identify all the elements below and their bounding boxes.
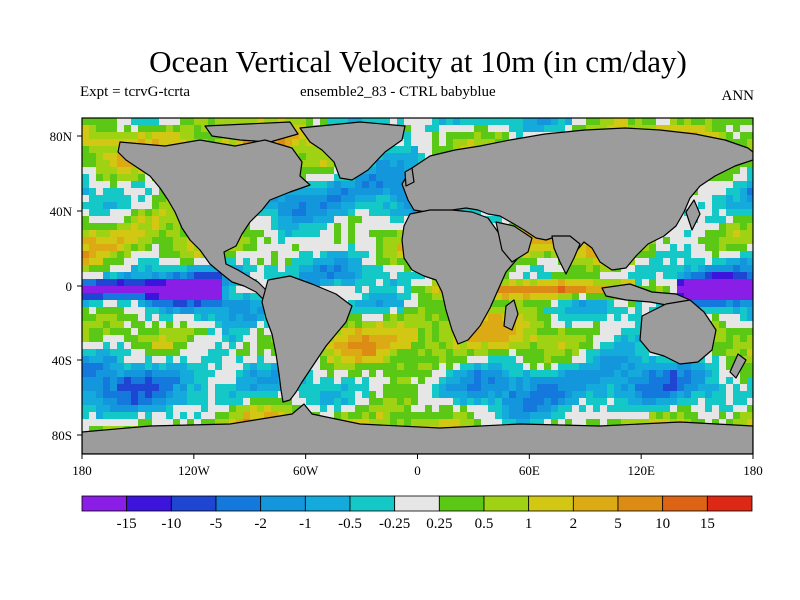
land-north-america [117,139,311,303]
lon-tick-label: 120E [627,463,655,478]
experiment-label: Expt = tcrvG-tcrta [80,84,191,100]
colorbar: -15 -10 -5 -2 -1 -0.5 -0.25 0.25 0.5 1 2 5 10 15 [81,495,753,532]
colorbar-swatch [572,495,619,512]
season-label: ANN [721,88,755,104]
colorbar-label: 5 [614,516,622,532]
lon-tick-label: 180 [72,463,92,478]
colorbar-swatch [215,495,262,512]
land-madagascar [503,299,519,331]
colorbar-swatch [260,495,306,512]
lat-tick-label: 80N [50,129,73,144]
colorbar-swatch [438,495,485,512]
land-greenland [299,121,406,181]
ensemble-label: ensemble2_83 - CTRL babyblue [300,84,496,100]
colorbar-swatch [170,495,217,512]
colorbar-label: 0.25 [426,516,452,532]
plot-area [82,118,753,454]
colorbar-swatch [706,495,753,512]
colorbar-label: -15 [117,516,137,532]
land-new-zealand [729,353,747,379]
colorbar-swatch [662,495,708,512]
colorbar-label: 15 [700,516,715,532]
colorbar-label: 2 [570,516,578,532]
land-japan [685,199,701,231]
colorbar-label: 1 [525,516,533,532]
lon-tick-label: 60E [519,463,540,478]
map-ticks: 80N 40N 0 40S 80S 180 120W 60W 0 60E 120E 180 [50,129,763,478]
map-title: Ocean Vertical Velocity at 10m (in cm/da… [149,44,687,79]
land-south-america [261,275,353,403]
colorbar-label: -1 [299,516,312,532]
colorbar-swatch [483,495,530,512]
land-eurasia [401,127,753,271]
colorbar-swatch [304,495,351,512]
lat-tick-label: 40S [52,353,72,368]
land-australia [639,299,717,365]
colorbar-swatch [126,495,172,512]
colorbar-swatch [617,495,664,512]
colorbar-label: -5 [210,516,223,532]
colorbar-label: 0.5 [475,516,494,532]
colorbar-label: 10 [655,516,670,532]
colorbar-label: -2 [254,516,267,532]
land-uk [404,167,415,187]
land-masses [82,121,753,454]
land-arabia [495,221,533,263]
lon-tick-label: 0 [414,463,421,478]
lat-tick-label: 0 [66,279,73,294]
colorbar-swatch [81,495,128,512]
land-india [551,235,581,275]
colorbar-swatch [349,495,396,512]
colorbar-label: -0.25 [379,516,410,532]
lon-tick-label: 120W [178,463,211,478]
colorbar-label: -0.5 [338,516,362,532]
colorbar-swatch [528,495,574,512]
land-africa [401,209,519,345]
lon-tick-label: 60W [293,463,319,478]
lat-tick-label: 40N [50,204,73,219]
land-antarctica [82,403,753,454]
colorbar-label: -10 [161,516,181,532]
lon-tick-label: 180 [743,463,763,478]
lat-tick-label: 80S [52,428,72,443]
colorbar-swatch [394,495,440,512]
